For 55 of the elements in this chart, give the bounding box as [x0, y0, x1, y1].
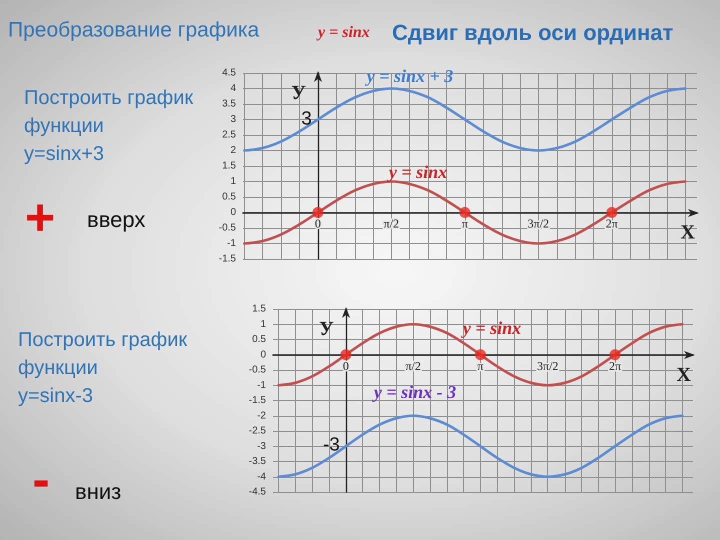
text: вниз [75, 478, 122, 504]
text: вверх [87, 206, 146, 232]
annotation: y = sinx [462, 318, 522, 339]
y-tick-label: 0 [230, 207, 236, 218]
y-tick-label: 3.5 [222, 98, 236, 110]
y-tick-label: -1.5 [248, 395, 266, 406]
y-tick-label: -2.5 [248, 426, 266, 436]
x-tick-label: π [477, 358, 484, 373]
y-tick-label: 2.5 [222, 130, 236, 140]
y-tick-label: -1 [227, 238, 236, 249]
y-tick-label: 0.5 [252, 334, 266, 345]
y-tick-label: 1 [260, 318, 266, 330]
y-tick-label: 4 [230, 83, 236, 94]
annotation: y = sinx + 3 [366, 66, 454, 87]
annotation: y = sinx [388, 162, 448, 183]
y-tick-label: -4 [257, 471, 266, 482]
x-axis-title: X [680, 222, 696, 244]
y-tick-label: 1.5 [252, 304, 266, 314]
x-tick-label: 3π/2 [537, 358, 558, 373]
chart-title: Преобразование графика [8, 18, 260, 42]
x-tick-label: 2π [608, 358, 622, 373]
y-axis-title: У [291, 82, 306, 104]
x-tick-label: 2π [606, 216, 618, 230]
y-tick-label: -3 [257, 440, 266, 452]
text: y = sinx [318, 24, 370, 42]
y-tick-label: -3.5 [248, 456, 266, 467]
text: + [24, 189, 56, 247]
y-tick-label: -0.5 [218, 222, 236, 234]
y-tick-label: 2 [230, 145, 236, 156]
text: Построить график функции y=sinx+3 [24, 86, 194, 167]
y-tick-label: 1 [230, 176, 236, 187]
y-tick-label: 0 [260, 349, 266, 360]
y-tick-label: 3 [230, 114, 236, 125]
line-series [243, 87, 687, 152]
y-tick-label: -0.5 [248, 364, 266, 376]
annotation: y = sinx - 3 [374, 382, 456, 403]
y-tick-label: -1 [257, 380, 266, 391]
y-tick-label: -2 [257, 410, 266, 422]
x-tick-label: π [462, 216, 468, 230]
annotation: -3 [322, 434, 340, 457]
x-tick-label: π/2 [405, 358, 421, 373]
y-tick-label: -1.5 [218, 254, 236, 264]
y-tick-label: -4.5 [248, 486, 266, 498]
x-tick-label: 3π/2 [528, 216, 550, 230]
line-series [277, 414, 684, 478]
text: - [32, 451, 50, 509]
x-axis-title: X [676, 364, 692, 386]
text: Построить график функции y=sinx-3 [18, 328, 188, 409]
x-tick-label: π/2 [384, 216, 400, 230]
chart-subtitle: Сдвиг вдоль оси ординат [392, 20, 674, 46]
y-tick-label: 1.5 [222, 160, 236, 172]
annotation: 3 [301, 108, 312, 130]
y-tick-label: 4.5 [222, 68, 236, 78]
y-axis-title: У [319, 318, 334, 340]
y-tick-label: 0.5 [222, 192, 236, 202]
